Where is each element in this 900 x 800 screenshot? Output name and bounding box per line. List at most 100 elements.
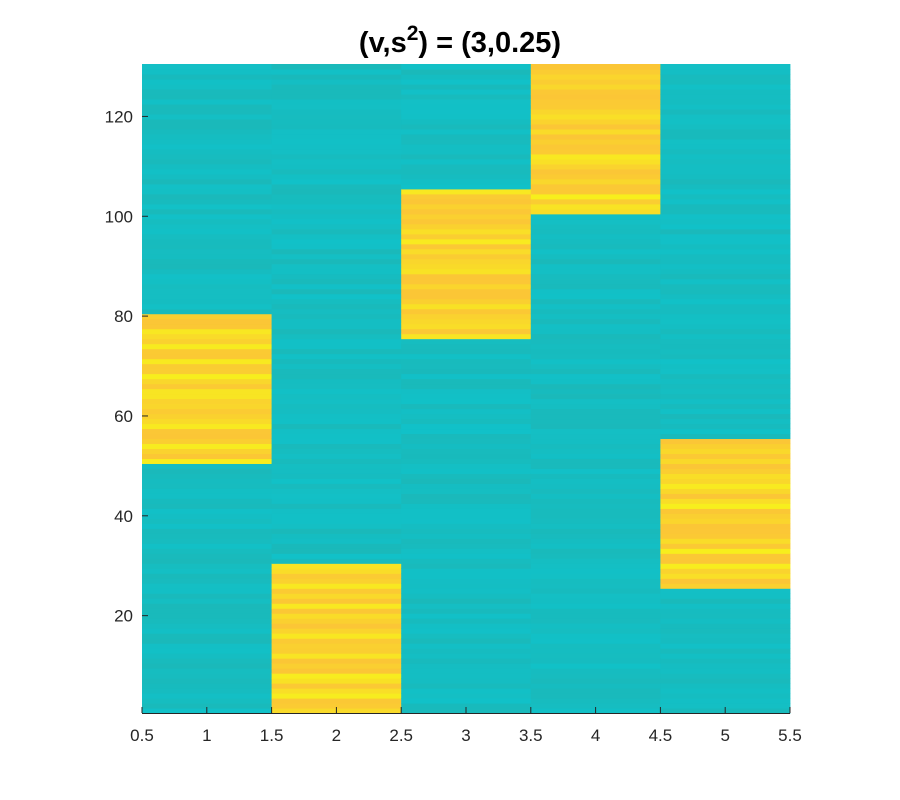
heatmap-cell [530, 223, 661, 230]
heatmap-cell [530, 703, 661, 709]
heatmap-cell [142, 553, 272, 559]
heatmap-cell [401, 273, 532, 280]
heatmap-cell [401, 583, 532, 589]
heatmap-cell [401, 438, 532, 445]
heatmap-cell [401, 223, 532, 230]
heatmap-cell [530, 118, 661, 125]
heatmap-cell [271, 328, 402, 335]
heatmap-cell [530, 373, 661, 380]
heatmap-cell [401, 283, 532, 290]
heatmap-cell [142, 503, 272, 509]
heatmap-cell [660, 123, 791, 130]
heatmap-cell [271, 458, 402, 464]
heatmap-cell [660, 208, 791, 215]
heatmap-cell [530, 508, 661, 514]
heatmap-cell [142, 338, 272, 345]
heatmap-cell [530, 613, 661, 619]
heatmap-cell [660, 443, 791, 450]
heatmap-cell [142, 518, 272, 524]
heatmap-cell [660, 363, 791, 370]
heatmap-cell [401, 683, 532, 689]
heatmap-cell [401, 538, 532, 544]
heatmap-cell [142, 268, 272, 275]
heatmap-cell [142, 623, 272, 629]
heatmap-cell [401, 563, 532, 569]
heatmap-cell [401, 163, 532, 170]
y-tick-label: 20 [114, 607, 133, 626]
heatmap-cell [271, 658, 402, 664]
heatmap-cell [530, 78, 661, 85]
heatmap-cell [660, 133, 791, 140]
heatmap-cell [142, 628, 272, 634]
heatmap-cell [530, 193, 661, 200]
heatmap-cell [660, 498, 791, 504]
heatmap-cell [401, 448, 532, 454]
heatmap-cell [142, 598, 272, 604]
heatmap-cell [142, 678, 272, 684]
heatmap-cell [530, 563, 661, 569]
heatmap-cell [271, 248, 402, 255]
heatmap-cell [401, 298, 532, 305]
heatmap-cell [660, 548, 791, 554]
heatmap-cell [660, 393, 791, 400]
heatmap-cell [271, 238, 402, 245]
heatmap-cell [530, 653, 661, 659]
heatmap-cell [142, 328, 272, 335]
heatmap-cell [271, 303, 402, 310]
heatmap-cell [660, 698, 791, 704]
heatmap-cell [530, 158, 661, 165]
heatmap-cell [271, 488, 402, 494]
heatmap-cell [530, 603, 661, 609]
heatmap-cell [530, 143, 661, 150]
heatmap-cell [271, 173, 402, 180]
heatmap-cell [660, 158, 791, 165]
heatmap-cell [660, 143, 791, 150]
heatmap-cell [142, 318, 272, 325]
heatmap-cell [660, 448, 791, 454]
heatmap-cell [660, 563, 791, 569]
heatmap-cell [271, 668, 402, 674]
heatmap-cell [660, 618, 791, 624]
x-tick-label: 4 [591, 726, 600, 745]
heatmap-cell [401, 173, 532, 180]
heatmap-cell [530, 493, 661, 499]
heatmap-cell [271, 258, 402, 265]
heatmap-cell [401, 528, 532, 534]
heatmap-cell [401, 698, 532, 704]
heatmap-cell [660, 588, 791, 594]
heatmap-cell [271, 78, 402, 85]
heatmap-cell [401, 618, 532, 624]
heatmap-cell [530, 368, 661, 375]
heatmap-cell [530, 683, 661, 689]
heatmap-cell [271, 138, 402, 145]
heatmap-cell [660, 503, 791, 509]
heatmap-cell [530, 548, 661, 554]
heatmap-cell [401, 508, 532, 514]
heatmap-cell [660, 203, 791, 210]
heatmap-cell [142, 548, 272, 554]
chart-title: (v,s2) = (3,0.25) [359, 22, 561, 59]
heatmap-cell [530, 333, 661, 340]
heatmap-cell [271, 333, 402, 340]
heatmap-cell [401, 198, 532, 205]
heatmap-cell [142, 248, 272, 255]
x-tick-label: 0.5 [130, 726, 154, 745]
heatmap-cell [660, 358, 791, 365]
heatmap-cell [142, 133, 272, 140]
heatmap-cell [530, 308, 661, 315]
heatmap-cell [660, 528, 791, 534]
heatmap-cell [142, 308, 272, 315]
heatmap-cell [530, 198, 661, 205]
heatmap-cell [271, 268, 402, 275]
heatmap-cell [530, 298, 661, 305]
heatmap-cell [660, 228, 791, 235]
heatmap-cell [401, 503, 532, 509]
heatmap-cell [271, 398, 402, 405]
heatmap-cell [271, 583, 402, 589]
heatmap-cell [142, 253, 272, 260]
heatmap-cell [142, 78, 272, 85]
heatmap-cell [142, 68, 272, 75]
heatmap-cell [401, 613, 532, 619]
heatmap-cell [271, 528, 402, 534]
heatmap-cell [142, 198, 272, 205]
